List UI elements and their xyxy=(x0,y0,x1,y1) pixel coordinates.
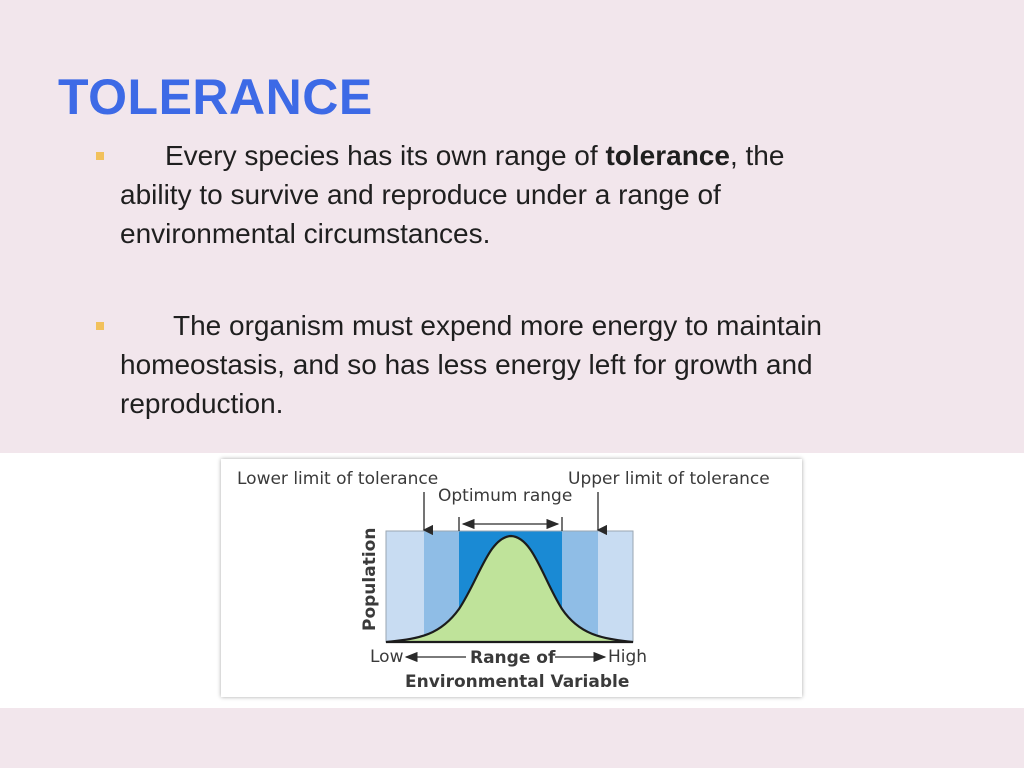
slide-title: TOLERANCE xyxy=(58,69,373,125)
bullet-1-text: Every species has its own range of toler… xyxy=(120,136,860,253)
bullet-1-bold-term: tolerance xyxy=(605,140,730,171)
x-axis-label-line2: Environmental Variable xyxy=(405,672,629,692)
bullet-marker xyxy=(96,152,104,160)
y-axis-label: Population xyxy=(360,528,380,631)
population-curve xyxy=(385,534,634,644)
lower-limit-label: Lower limit of tolerance xyxy=(237,469,438,489)
bullet-1-lead: Every species has its own range of xyxy=(165,140,606,171)
zone-outer-left xyxy=(386,531,424,642)
tolerance-figure: Lower limit of tolerance Upper limit of … xyxy=(221,459,802,697)
x-low-label: Low xyxy=(370,647,404,667)
bullet-1-rest: , the ability to survive and reproduce u… xyxy=(120,140,785,249)
tolerance-diagram: Lower limit of tolerance Upper limit of … xyxy=(237,469,770,692)
upper-limit-label: Upper limit of tolerance xyxy=(568,469,770,489)
x-axis-label-line1: Range of xyxy=(470,648,556,668)
optimum-range-label: Optimum range xyxy=(438,486,572,506)
bullet-2-text: The organism must expend more energy to … xyxy=(120,310,822,419)
bullet-marker xyxy=(96,322,104,330)
zone-outer-right xyxy=(598,531,633,642)
x-high-label: High xyxy=(608,647,647,667)
